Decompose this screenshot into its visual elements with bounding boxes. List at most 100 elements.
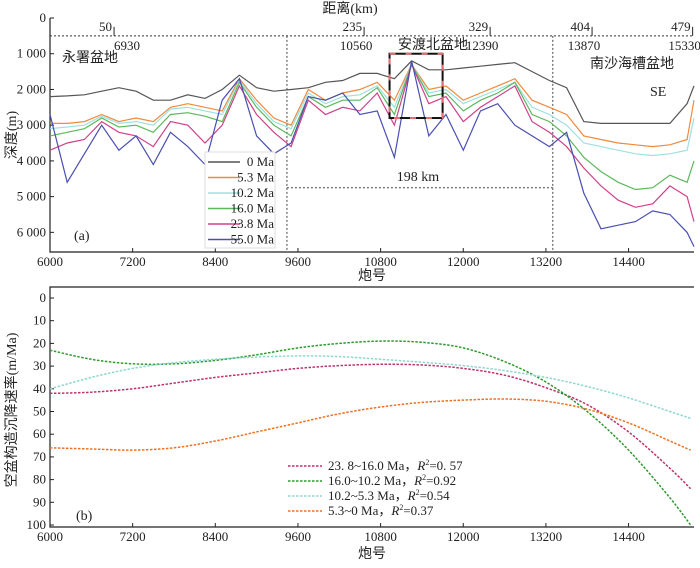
distance-km-label: 50: [99, 19, 112, 34]
y-axis-label-b: 空盆构造沉降速率(m/Ma): [3, 332, 20, 487]
y-tick-label-a: 6 000: [17, 224, 46, 239]
y-tick-label-a: 5 000: [17, 189, 46, 204]
y-axis-label-a: 深度(m): [4, 111, 20, 160]
basin-label-mid: 安渡北盆地: [398, 37, 468, 53]
distance-shot-label: 10560: [340, 38, 373, 53]
distance-km-label: 404: [571, 19, 591, 34]
distance-shot-label: 15330: [668, 38, 700, 53]
y-tick-label-a: 0: [40, 10, 47, 25]
depth-line-160Ma: [49, 62, 695, 191]
direction-label: SE: [650, 85, 666, 100]
panel-label-a: (a): [74, 229, 90, 244]
legend-period: 16.0~10.2 Ma，: [328, 473, 414, 488]
basin-label-right: 南沙海槽盆地: [590, 56, 674, 72]
basin-label-left: 永署盆地: [62, 50, 118, 66]
legend-r: R: [390, 503, 399, 518]
y-tick-label-a: 1 000: [17, 46, 46, 61]
axis-frame-b: [49, 286, 694, 528]
legend-period: 5.3~0 Ma，: [328, 503, 391, 518]
rate-curve: [49, 398, 691, 451]
legend-box-a: [204, 151, 276, 249]
rate-curve: [49, 355, 691, 420]
legend-label: 0 Ma: [247, 154, 274, 169]
y-tick-label-b: 60: [33, 426, 46, 441]
x-tick-label-a: 10800: [364, 254, 397, 269]
panel-a-depth-profile: 距离(km) 深度(m) 炮号 永署盆地 安渡北盆地 南沙海槽盆地 SE 198…: [4, 0, 700, 284]
legend-r-superscript: 2: [399, 503, 403, 512]
x-tick-label-b: 13200: [530, 529, 563, 544]
distance-shot-label: 6930: [114, 38, 140, 53]
x-tick-label-a: 9600: [285, 254, 311, 269]
legend-r-superscript: 2: [416, 488, 420, 497]
distance-shot-label: 12390: [466, 38, 499, 53]
x-tick-label-b: 8400: [202, 529, 228, 544]
x-tick-label-a: 12000: [447, 254, 480, 269]
y-tick-label-a: 2 000: [17, 81, 46, 96]
x-tick-label-a: 7200: [120, 254, 146, 269]
legend-r-superscript: 2: [422, 473, 426, 482]
x-tick-label-b: 7200: [120, 529, 146, 544]
y-tick-label-b: 40: [33, 381, 46, 396]
x-tick-label-b: 12000: [447, 529, 480, 544]
top-axis-title: 距离(km): [322, 0, 378, 17]
legend-r2-value: =0.54: [420, 488, 451, 503]
x-tick-label-b: 14400: [612, 529, 645, 544]
x-tick-label-b: 9600: [285, 529, 311, 544]
distance-shot-label: 13870: [568, 38, 601, 53]
span-label: 198 km: [397, 170, 440, 185]
legend-label: 55.0 Ma: [231, 232, 275, 247]
distance-km-label: 329: [469, 19, 489, 34]
legend-r2-value: =0.37: [403, 503, 434, 518]
y-tick-label-a: 4 000: [17, 153, 46, 168]
legend-label: 5.3 Ma: [237, 170, 274, 185]
x-tick-label-a: 14400: [612, 254, 645, 269]
legend-r: R: [413, 473, 422, 488]
y-tick-label-a: 3 000: [17, 117, 46, 132]
y-tick-label-b: 50: [33, 404, 46, 419]
depth-line-0Ma: [49, 60, 695, 124]
legend-label: 16.0 Ma: [231, 201, 275, 216]
panel-b-subsidence-rate: 空盆构造沉降速率(m/Ma) 炮号 (b) 0 10 20 30 40 50 60 70 80 9…: [3, 286, 694, 562]
y-tick-label-b: 30: [33, 358, 46, 373]
legend-r-superscript: 2: [425, 458, 429, 467]
y-tick-label-b: 0: [40, 290, 47, 305]
x-axis-label-a: 炮号: [358, 268, 386, 284]
y-tick-label-b: 20: [33, 335, 46, 350]
rate-curve: [49, 340, 692, 526]
axis-frame-a: [49, 18, 694, 253]
depth-line-238Ma: [49, 62, 695, 222]
x-axis-label-b: 炮号: [358, 546, 386, 562]
panel-label-b: (b): [76, 509, 93, 524]
legend-r: R: [407, 488, 416, 503]
distance-km-label: 479: [671, 19, 691, 34]
y-tick-label-b: 100: [27, 517, 47, 532]
y-tick-label-b: 70: [33, 449, 46, 464]
rate-curve: [49, 363, 692, 490]
legend-label: 5.3~0 Ma，R2=0.37: [328, 503, 434, 518]
legend-r2-value: =0. 57: [429, 458, 463, 473]
legend-label: 23.8 Ma: [231, 216, 275, 231]
legend-period: 10.2~5.3 Ma，: [328, 488, 408, 503]
x-tick-label-a: 8400: [202, 254, 228, 269]
legend-label: 10.2~5.3 Ma，R2=0.54: [328, 488, 450, 503]
y-tick-label-b: 90: [33, 494, 46, 509]
distance-km-label: 235: [343, 19, 363, 34]
x-tick-label-b: 10800: [364, 529, 397, 544]
y-tick-label-b: 80: [33, 472, 46, 487]
depth-line-550Ma: [49, 60, 695, 247]
y-tick-label-b: 10: [33, 313, 46, 328]
legend-label: 23. 8~16.0 Ma，R2=0. 57: [328, 458, 463, 473]
highlight-box-red-dash: [388, 52, 444, 120]
legend-r: R: [416, 458, 425, 473]
depth-line-102Ma: [49, 63, 695, 157]
legend-label: 10.2 Ma: [231, 185, 275, 200]
depth-line-53Ma: [50, 63, 695, 148]
x-tick-label-b: 6000: [37, 529, 63, 544]
legend-label: 16.0~10.2 Ma，R2=0.92: [328, 473, 456, 488]
legend-r2-value: =0.92: [426, 473, 456, 488]
x-tick-label-a: 13200: [530, 254, 563, 269]
legend-period: 23. 8~16.0 Ma，: [328, 458, 417, 473]
